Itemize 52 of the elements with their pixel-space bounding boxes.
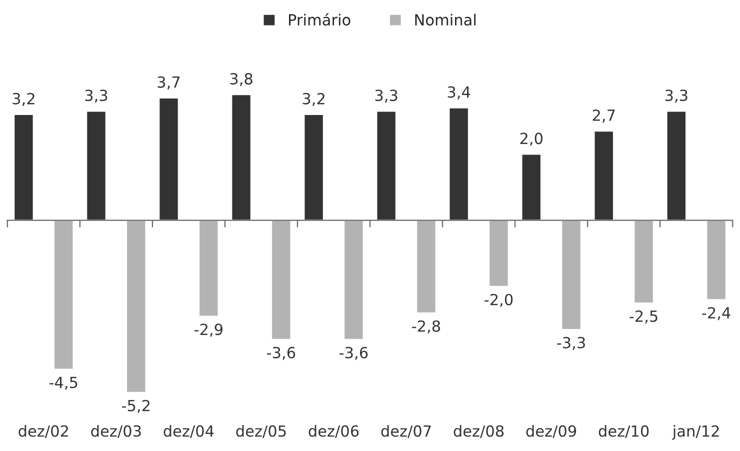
data-label: -2,9: [194, 324, 222, 337]
bar: [53, 220, 74, 370]
data-label: -2,5: [630, 310, 658, 324]
data-label: -3,6: [267, 346, 296, 360]
data-label: -2,4: [702, 307, 730, 320]
data-label: -3,3: [557, 336, 585, 350]
bar: [560, 220, 582, 330]
bar: [303, 114, 324, 222]
bar: [376, 110, 397, 222]
data-label: 3,7: [158, 76, 180, 90]
legend-label: Primário: [289, 13, 350, 26]
data-label: 2,7: [592, 109, 615, 123]
x-tick-label: jan/12: [672, 424, 719, 440]
data-label: -2,0: [484, 294, 513, 307]
data-label: 2,0: [520, 132, 542, 146]
legend-label: Nominal: [415, 14, 476, 26]
bar: [86, 110, 107, 222]
x-tick-label: dez/06: [308, 424, 359, 438]
bar: [198, 220, 220, 318]
x-tick-label: dez/10: [598, 424, 649, 438]
bar: [270, 220, 292, 340]
bar: [520, 153, 542, 222]
data-label: 3,8: [230, 73, 252, 86]
data-label: -5,2: [122, 400, 150, 413]
bar: [158, 97, 180, 222]
bar: [416, 220, 437, 314]
data-label: -4,5: [49, 376, 78, 390]
data-label: 3,3: [85, 90, 108, 103]
x-tick-label: dez/03: [91, 424, 141, 438]
data-label: 3,3: [665, 90, 688, 103]
data-label: -3,6: [340, 346, 368, 360]
bar: [666, 110, 687, 222]
bar: [13, 114, 34, 222]
bar: [126, 220, 147, 394]
x-tick-label: dez/07: [381, 424, 431, 438]
bar: [230, 94, 252, 222]
x-tick-label: dez/09: [526, 424, 576, 438]
bar: [343, 220, 364, 340]
bar: [448, 107, 470, 222]
bar: [633, 220, 654, 304]
bar: [706, 220, 727, 301]
data-label: -2,8: [412, 320, 440, 334]
x-tick-label: dez/02: [18, 424, 68, 438]
data-label: 3,3: [375, 90, 398, 103]
data-label: 3,4: [448, 86, 470, 100]
data-label: 3,2: [12, 92, 34, 106]
x-tick-label: dez/05: [236, 424, 286, 438]
x-tick-label: dez/08: [454, 424, 504, 438]
bar: [593, 130, 614, 222]
data-label: 3,2: [302, 92, 324, 106]
bar: [488, 220, 510, 288]
x-tick-label: dez/04: [164, 424, 214, 438]
